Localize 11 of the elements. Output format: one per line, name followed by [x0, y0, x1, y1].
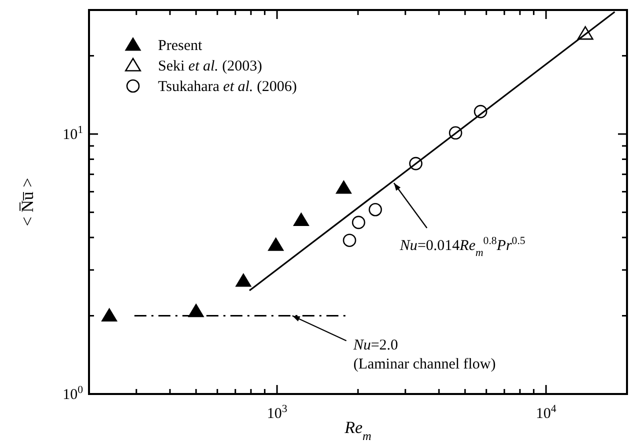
legend-label: Present	[158, 38, 203, 54]
y-tick-label: 10$^{1}$	[62, 124, 83, 144]
x-tick-label: 10$^{4}$	[536, 403, 557, 422]
x-axis-title: Re$_{m}$	[344, 418, 372, 442]
y-axis-title: < N̅u̅ >	[18, 178, 37, 226]
annotation: Nu=2.0 (Laminar channel flow)	[352, 338, 496, 373]
legend-label: Seki et al. (2003)	[158, 58, 262, 74]
x-tick-label: 10$^{3}$	[266, 403, 288, 422]
y-tick-label: 10$^{0}$	[62, 384, 83, 403]
annotation: Nu=0.014Re$_{m}$$^{0.8}$Pr$^{0.5}$	[398, 235, 526, 260]
legend-label: Tsukahara et al. (2006)	[158, 79, 297, 95]
